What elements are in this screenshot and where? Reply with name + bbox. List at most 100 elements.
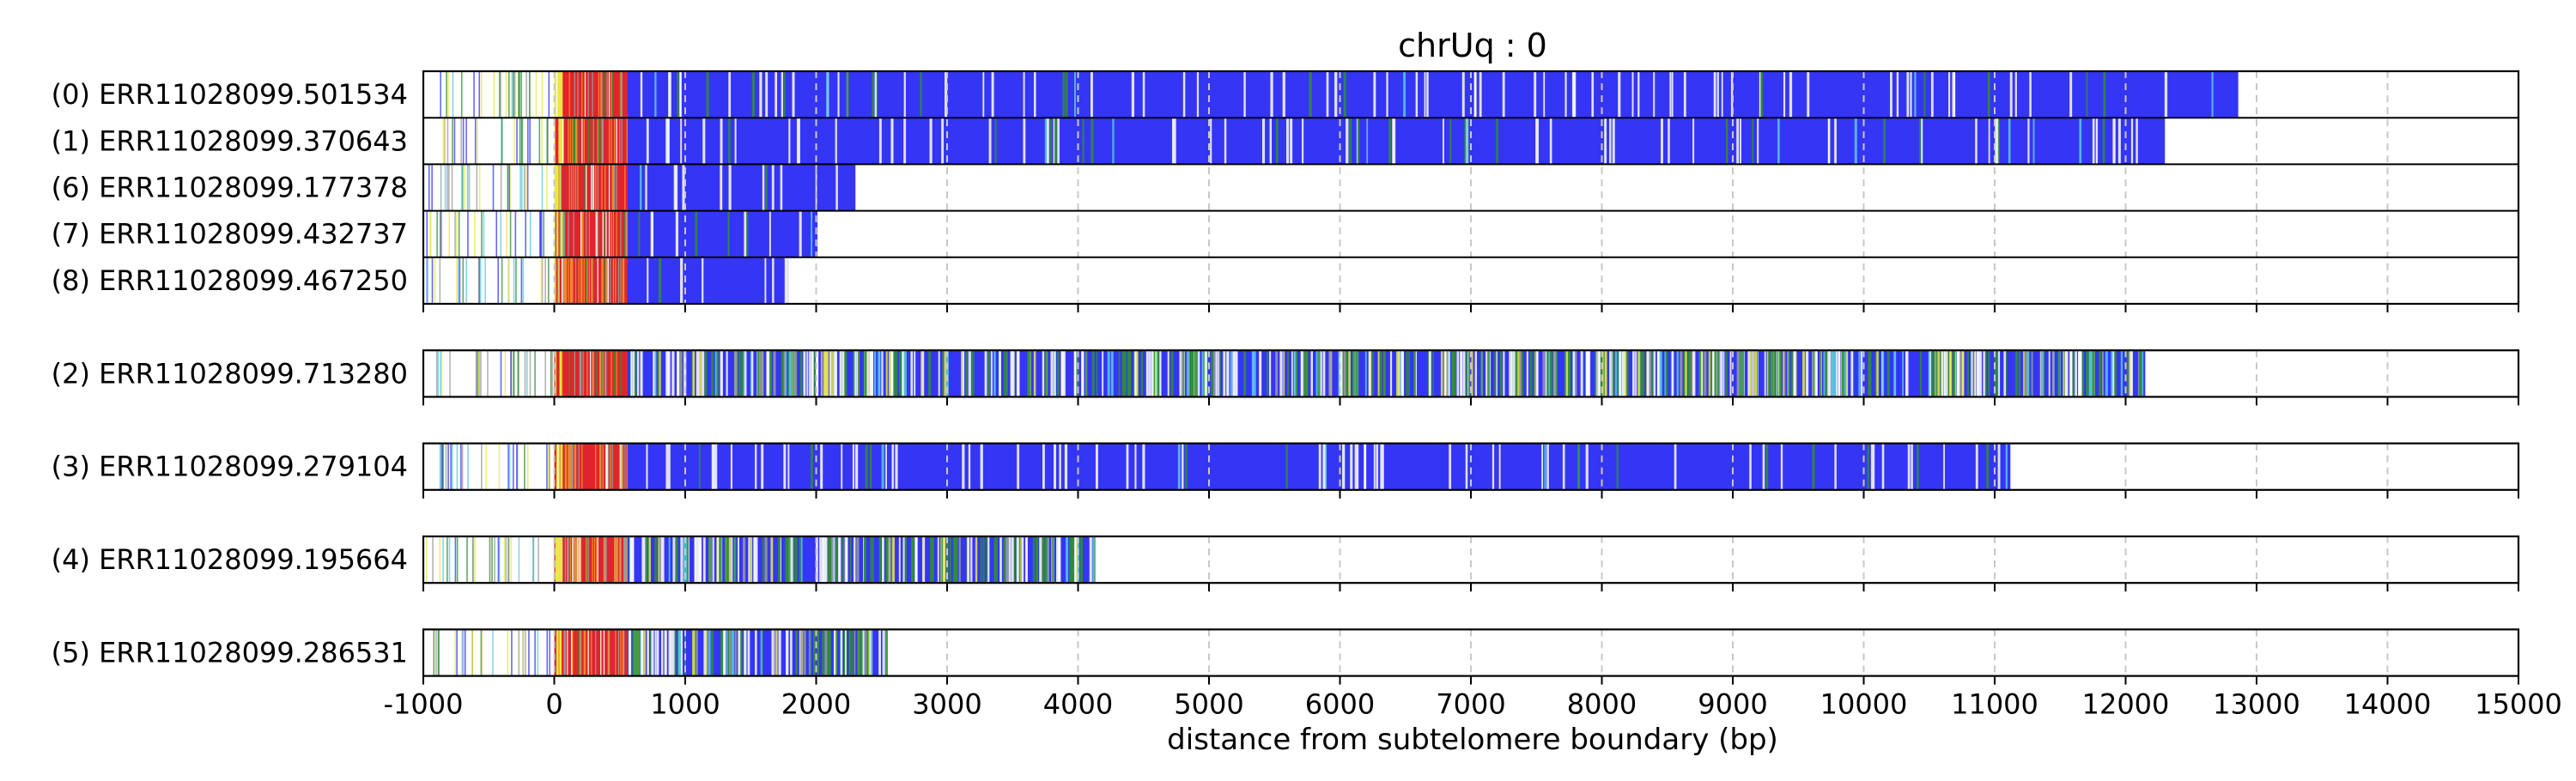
read-band	[473, 71, 475, 118]
read-band	[1546, 350, 1549, 397]
read-band	[568, 164, 571, 211]
read-band	[638, 210, 641, 257]
read-band	[624, 118, 626, 165]
read-band	[2140, 350, 2142, 397]
read-band	[630, 536, 634, 584]
read-band	[811, 210, 813, 257]
read-band	[783, 71, 786, 118]
read-band	[2102, 118, 2105, 165]
read-band	[519, 118, 521, 165]
read-band	[562, 629, 564, 676]
read-band	[1357, 443, 1359, 490]
read-band	[903, 71, 906, 118]
read-band	[623, 536, 625, 584]
read-band	[1110, 350, 1114, 397]
read-band	[1893, 350, 1897, 397]
read-band	[784, 257, 787, 304]
read-band	[2112, 118, 2115, 165]
read-band	[2003, 350, 2006, 397]
read-band	[537, 629, 539, 676]
read-band	[747, 629, 750, 676]
read-band	[568, 257, 571, 304]
read-band	[582, 629, 585, 676]
read-band	[588, 350, 591, 397]
read-band	[606, 71, 609, 118]
read-band	[532, 536, 535, 584]
read-band	[858, 350, 860, 397]
read-band	[1671, 350, 1674, 397]
read-band	[622, 443, 624, 490]
read-band	[611, 71, 613, 118]
read-band	[506, 210, 508, 257]
read-band	[1196, 71, 1200, 118]
read-band	[576, 350, 578, 397]
read-band	[1911, 443, 1913, 490]
read-band	[623, 629, 625, 676]
read-band	[854, 350, 857, 397]
read-band	[1270, 71, 1273, 118]
read-band	[612, 210, 615, 257]
read-band	[731, 536, 733, 584]
read-band	[587, 164, 590, 211]
read-band	[1017, 350, 1020, 397]
read-band	[1881, 350, 1885, 397]
read-band	[563, 71, 566, 118]
read-band	[881, 443, 884, 490]
read-band	[579, 71, 581, 118]
read-band	[920, 350, 923, 397]
read-band	[644, 629, 646, 676]
read-band	[2025, 350, 2027, 397]
read-band	[577, 629, 580, 676]
read-band	[1683, 71, 1686, 118]
read-band	[990, 350, 993, 397]
read-band	[610, 257, 611, 304]
read-band	[555, 443, 557, 490]
read-band	[559, 257, 562, 304]
read-band	[623, 443, 625, 490]
read-band	[1509, 350, 1512, 397]
read-band	[2027, 118, 2030, 165]
read-band	[616, 71, 618, 118]
read-band	[574, 210, 577, 257]
read-band	[459, 257, 461, 304]
read-band	[606, 350, 609, 397]
read-band	[571, 118, 573, 165]
read-band	[744, 210, 747, 257]
read-band	[827, 629, 830, 676]
read-band	[829, 536, 832, 584]
read-band	[514, 71, 517, 118]
read-band	[1022, 536, 1024, 584]
read-band	[874, 71, 877, 118]
read-band	[1516, 350, 1520, 397]
read-band	[440, 443, 443, 490]
read-band	[711, 350, 714, 397]
read-band	[610, 118, 611, 165]
read-band	[498, 443, 501, 490]
read-band	[426, 536, 428, 584]
read-band	[556, 257, 558, 304]
read-band	[1711, 350, 1715, 397]
read-band	[589, 629, 592, 676]
read-band	[562, 164, 564, 211]
read-band	[680, 350, 683, 397]
read-band	[586, 118, 589, 165]
read-band	[831, 536, 834, 584]
read-band	[835, 118, 837, 165]
read-band	[1739, 350, 1741, 397]
read-band	[1376, 443, 1379, 490]
read-band	[1961, 350, 1965, 397]
read-band	[1668, 118, 1670, 165]
read-band	[601, 257, 604, 304]
read-band	[569, 210, 572, 257]
read-band	[910, 350, 914, 397]
read-band	[1526, 350, 1528, 397]
read-band	[773, 350, 776, 397]
read-band	[516, 443, 518, 490]
read-band	[603, 210, 605, 257]
read-band	[555, 350, 557, 397]
read-band	[565, 118, 568, 165]
read-band	[928, 350, 932, 397]
read-band	[1565, 350, 1569, 397]
read-band	[492, 164, 495, 211]
read-band	[1295, 350, 1297, 397]
